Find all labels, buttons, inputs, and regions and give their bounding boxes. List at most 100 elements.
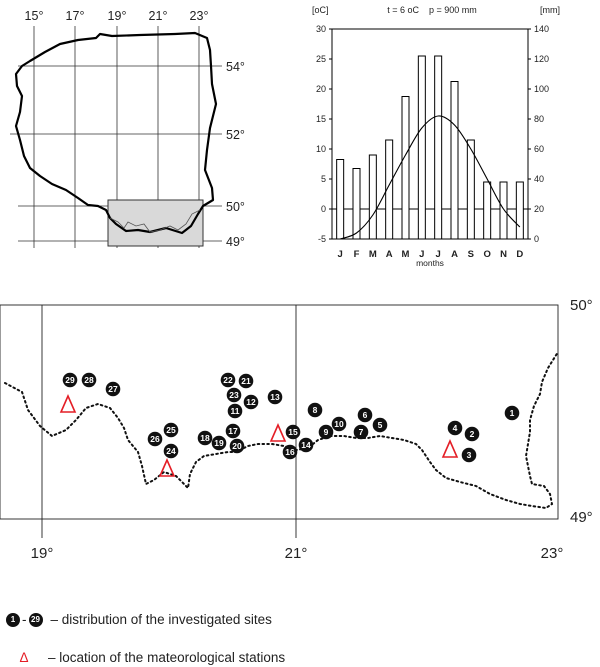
legend-dot-last: 29 [28,612,43,627]
site-number: 28 [84,375,94,385]
site-dot [163,422,179,438]
site-marker: 5 [372,417,388,433]
month-label: J [419,249,424,260]
site-marker: 8 [307,402,323,418]
site-number: 15 [288,427,298,437]
site-dot [461,447,477,463]
site-dot [298,437,314,453]
overview-map: 15° 17° 19° 21° 23° 54° 52° 50° 49° [10,9,245,249]
site-marker: 14 [298,437,314,453]
site-dot [464,426,480,442]
site-number: 17 [228,426,238,436]
site-marker: 20 [229,438,245,454]
legend-row-sites: 1 - 29 – distribution of the investigate… [6,612,272,627]
lon-label-19: 19° [108,9,127,23]
site-marker: 3 [461,447,477,463]
site-marker: 25 [163,422,179,438]
site-dot [225,423,241,439]
lon-label-21: 21° [149,9,168,23]
legend-dot-first: 1 [6,612,20,627]
site-number: 12 [246,397,256,407]
y-tick-label-left: 25 [316,54,326,64]
site-marker: 1 [504,405,520,421]
site-marker: 10 [331,416,347,432]
lon-label-15: 15° [25,9,44,23]
site-number: 21 [241,376,251,386]
station-marker [59,394,77,413]
climate-chart: [oC] t = 6 oC p = 900 mm [mm] -5 0 5 10 15 20… [312,5,560,268]
site-marker: 24 [163,443,179,459]
site-dot [227,403,243,419]
detail-map-frame [0,304,559,520]
station-marker [158,458,176,477]
y-tick-label-left: 15 [316,114,326,124]
site-number: 25 [166,425,176,435]
precip-bar [401,96,410,240]
y-tick-label-right: 20 [534,204,544,214]
precip-bar [450,81,459,240]
site-number: 4 [453,423,458,433]
site-dot [372,417,388,433]
site-number: 11 [231,406,240,416]
site-number: 9 [324,427,329,437]
y-axis-left: -5 0 5 10 15 20 25 30 [316,24,332,244]
site-number: 20 [232,441,242,451]
site-marker: 26 [147,431,163,447]
detail-lat-top: 50° [570,297,593,314]
precip-bar [336,159,345,240]
lat-label-52: 52° [226,128,245,142]
y-tick-label-right: 80 [534,114,544,124]
legend: 1 - 29 – distribution of the investigate… [0,612,600,667]
site-dot [229,438,245,454]
site-marker: 29 [62,372,78,388]
poland-outline [14,31,218,235]
precip-bar [434,55,443,240]
site-number: 14 [301,440,311,450]
station-marker [269,423,287,442]
legend-station-icon: Δ [19,650,29,665]
site-dot [307,402,323,418]
site-marker: 6 [357,407,373,423]
precip-bar [466,139,475,240]
month-label: M [369,249,377,260]
detail-lon-21: 21° [285,545,308,562]
site-marker: 2 [464,426,480,442]
y-tick-label-right: 60 [534,144,544,154]
month-label: J [338,249,343,260]
site-number: 22 [223,375,233,385]
site-dot [220,372,236,388]
y-axis-right: 0 20 40 60 80 100 120 140 [528,24,549,244]
site-dot [318,424,334,440]
site-number: 23 [229,390,239,400]
site-dot [197,430,213,446]
precip-bar [417,55,426,240]
y-tick-label-left: 5 [321,174,326,184]
inset-border-line [109,209,201,233]
precipitation-bars [336,55,524,240]
site-marker: 17 [225,423,241,439]
site-number: 6 [363,410,368,420]
month-label: N [500,249,507,260]
site-dot [226,387,242,403]
month-label: A [451,249,458,260]
detail-meridians [41,305,297,538]
detail-lon-19: 19° [31,545,54,562]
site-marker: 18 [197,430,213,446]
y-tick-label-left: 0 [321,204,326,214]
y-tick-label-right: 0 [534,234,539,244]
site-dot [285,424,301,440]
y-tick-label-left: -5 [318,234,326,244]
y-tick-label-right: 140 [534,24,549,34]
site-dot [211,435,227,451]
site-dot [163,443,179,459]
figure: 15° 17° 19° 21° 23° 54° 52° 50° 49° [0,5,593,562]
legend-sites-text: – distribution of the investigated sites [50,612,272,627]
site-marker: 23 [226,387,242,403]
site-dot [147,431,163,447]
precip-bar [483,181,492,240]
precip-bar [352,168,361,240]
site-marker: 4 [447,420,463,436]
month-label: A [386,249,393,260]
